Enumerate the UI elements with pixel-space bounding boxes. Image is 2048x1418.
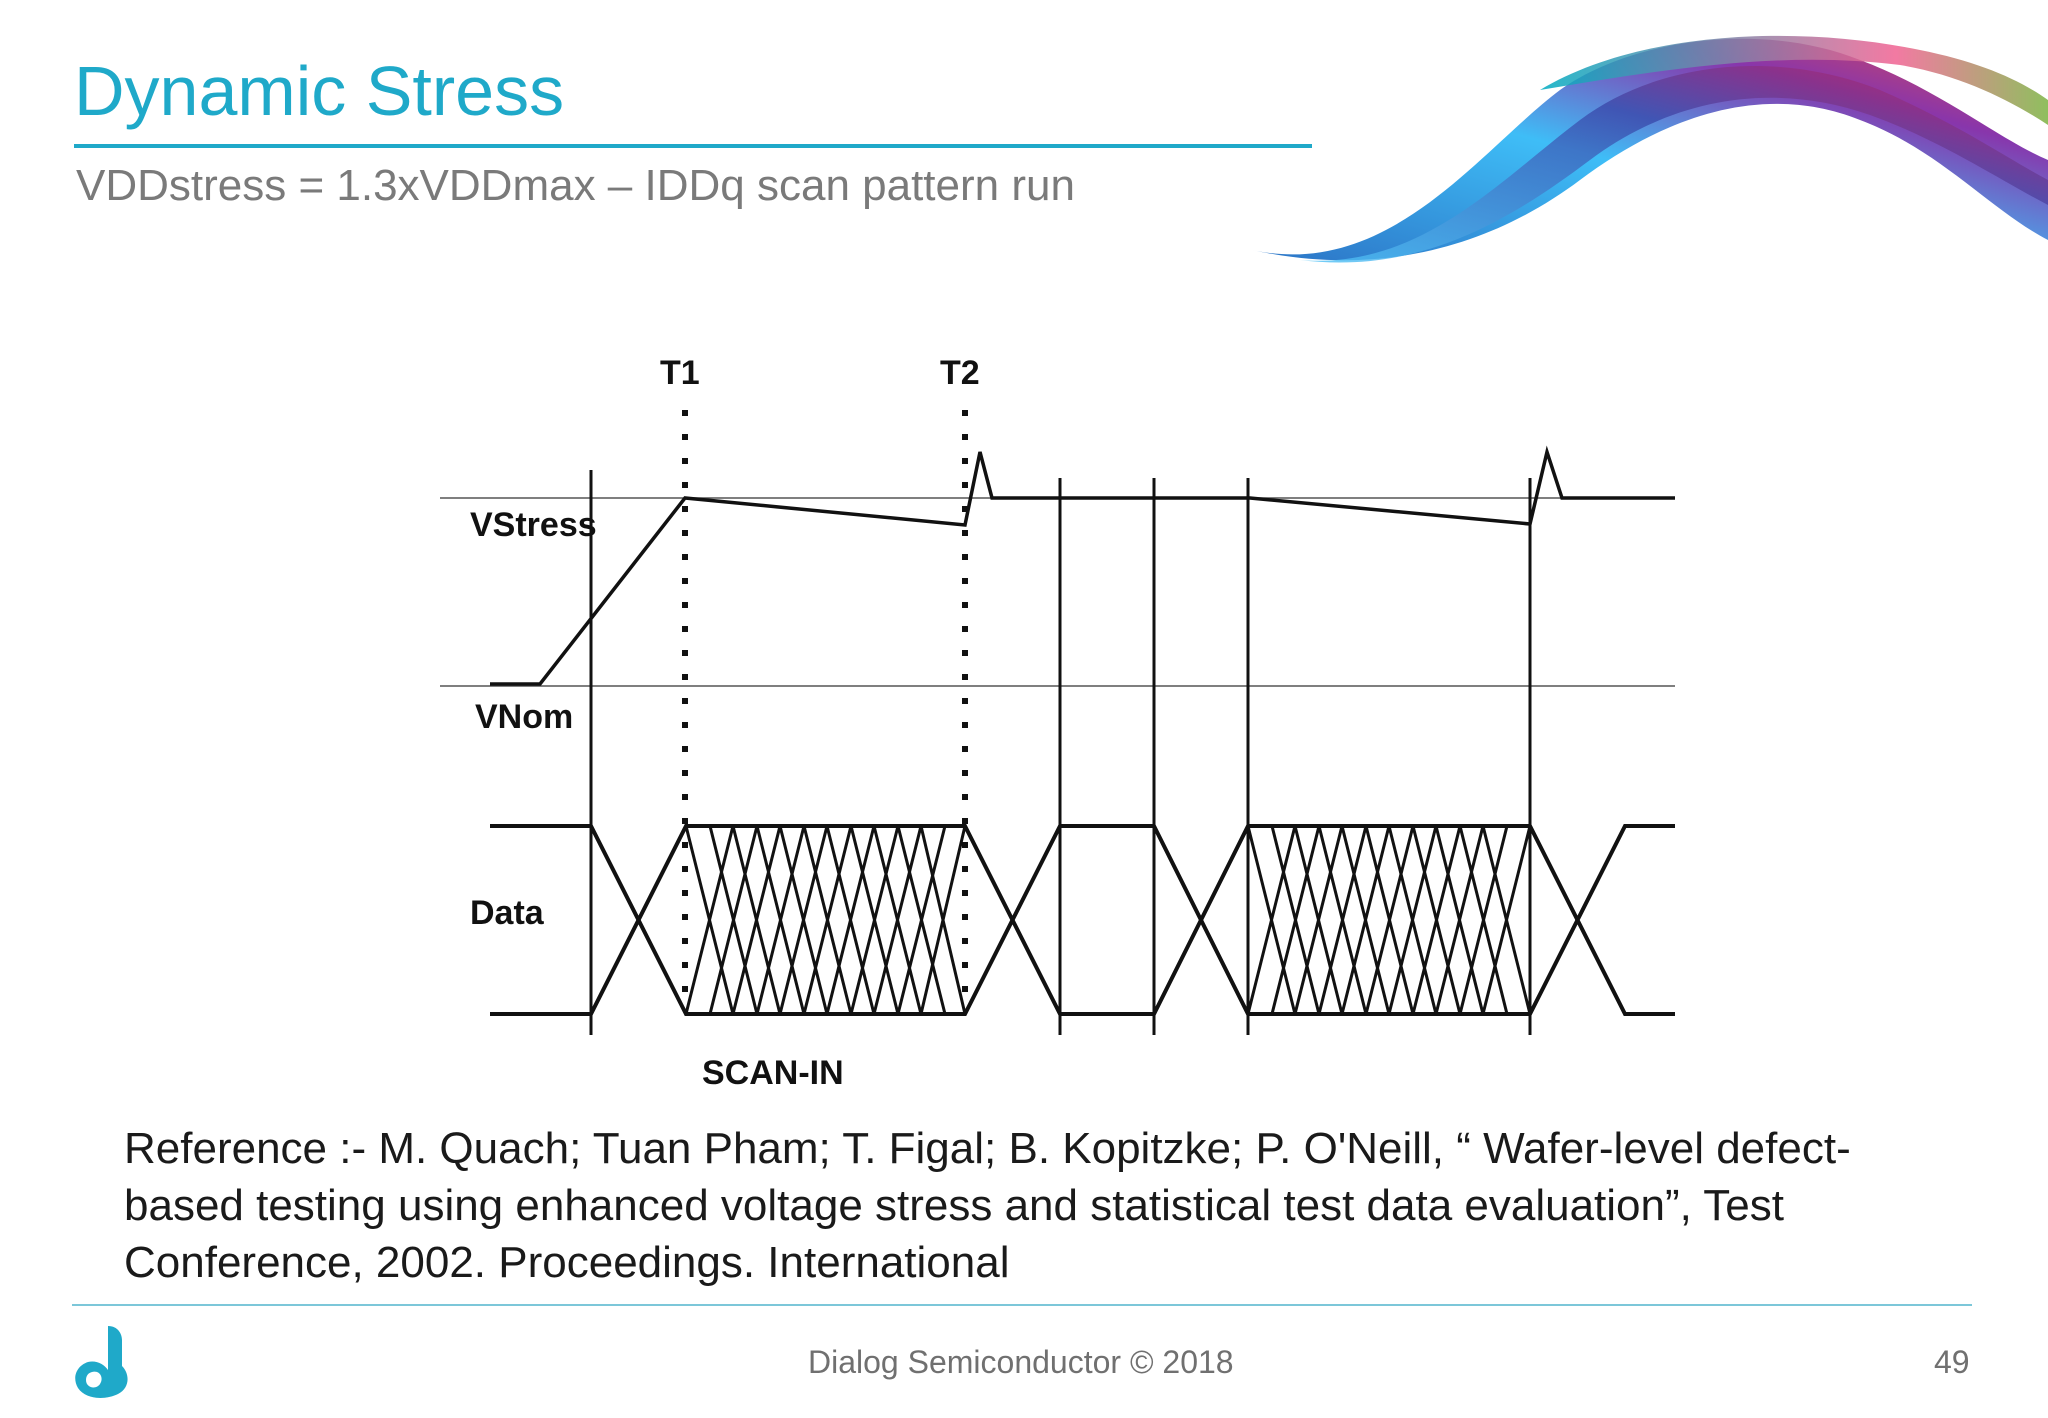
reference-citation: Reference :- M. Quach; Tuan Pham; T. Fig… [124, 1124, 1851, 1287]
page-number: 49 [1934, 1344, 1970, 1380]
slide-subtitle: VDDstress = 1.3xVDDmax – IDDq scan patte… [76, 161, 1075, 210]
vstress-label: VStress [470, 506, 597, 544]
dialog-semiconductor-logo [75, 1326, 128, 1398]
t2-label: T2 [940, 354, 980, 392]
slide-title: Dynamic Stress [74, 52, 565, 130]
t1-label: T1 [660, 354, 700, 392]
timing-diagram: T1 T2 VStress VNom Data SCAN-IN [440, 354, 1675, 1092]
data-waveform [490, 824, 1675, 1016]
footer-copyright: Dialog Semiconductor © 2018 [808, 1344, 1234, 1380]
vnom-label: VNom [475, 698, 573, 736]
color-swoosh-graphic [1252, 35, 2048, 263]
footer-divider [72, 1304, 1972, 1306]
data-label: Data [470, 894, 545, 932]
scan-in-label: SCAN-IN [702, 1054, 844, 1092]
vstress-waveform [490, 445, 1675, 686]
scan-in-hatch-2 [1246, 825, 1532, 1015]
title-underline [74, 144, 1312, 148]
scan-in-hatch-1 [684, 825, 967, 1015]
